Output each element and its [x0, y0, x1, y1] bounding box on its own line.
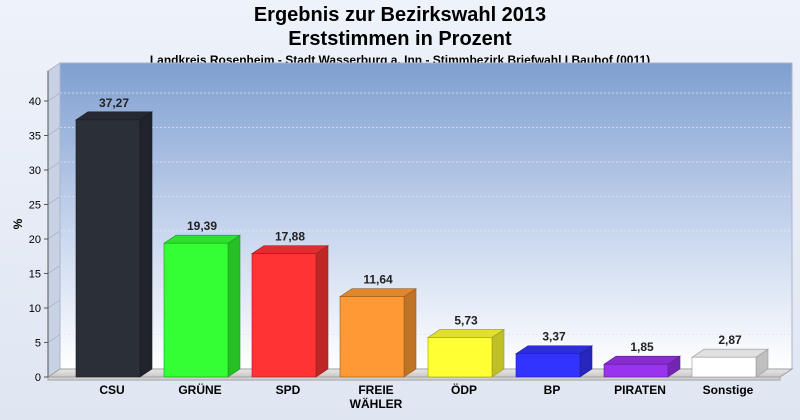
bar-bp: 3,37: [515, 330, 593, 378]
bar: [163, 242, 229, 378]
bar-value-label: 2,87: [718, 333, 742, 347]
gridline-depth: [47, 230, 61, 240]
y-tick-label: 5: [35, 338, 41, 350]
bar-value-label: 3,37: [542, 330, 566, 344]
bar-top: [251, 245, 329, 254]
bar-csu: 37,27: [75, 96, 153, 378]
bar: [691, 356, 757, 378]
x-tick-label: FREIE: [358, 383, 393, 397]
x-tick-label: CSU: [99, 383, 124, 397]
x-tick-label: GRÜNE: [178, 382, 221, 397]
plot-area: [46, 62, 794, 381]
bar-top: [691, 348, 769, 358]
bar: [603, 363, 669, 378]
gridline-depth: [47, 92, 61, 102]
plot-floor-edge: [47, 376, 781, 381]
y-tick-label: 25: [29, 200, 41, 212]
chart-title: Ergebnis zur Bezirkswahl 2013: [253, 4, 547, 26]
y-tick-label: 40: [29, 96, 41, 108]
chart-title-line-2: Erststimmen in Prozent: [288, 28, 512, 50]
y-axis-label: %: [11, 218, 25, 229]
bar-ödp: 5,73: [427, 313, 505, 378]
bar-piraten: 1,85: [603, 340, 681, 378]
y-axis: 0 5 10 15 20 25 30 35 40: [29, 71, 49, 384]
bar-top: [75, 111, 153, 121]
bars: 37,27 19,39 17,88 11,64 5,73 3,37 1,85 2,87: [75, 96, 769, 378]
bar-top: [339, 288, 417, 297]
gridline-depth: [47, 265, 61, 274]
y-tick-label: 15: [29, 269, 41, 281]
y-tick-label: 0: [35, 372, 41, 384]
y-tick-label: 20: [29, 234, 41, 246]
bar: [75, 119, 141, 378]
y-tick-label: 10: [29, 303, 41, 315]
bar-top: [427, 329, 505, 338]
bar: [339, 296, 405, 378]
bar-freie-wähler: 11,64: [339, 273, 417, 378]
gridline-depth: [47, 334, 61, 343]
bar: [251, 253, 317, 378]
bar-side: [403, 288, 417, 378]
x-tick-label: BP: [544, 383, 561, 397]
gridline-depth: [47, 161, 61, 171]
gridline-depth: [47, 127, 61, 136]
bar-side: [227, 234, 241, 378]
bar-side: [139, 111, 153, 378]
y-tick-label: 35: [29, 131, 41, 143]
bar-top: [603, 355, 681, 365]
plot-floor: [46, 368, 794, 378]
bar: [427, 337, 493, 378]
y-tick-label: 30: [29, 165, 41, 177]
bar-value-label: 19,39: [187, 219, 217, 233]
bar-value-label: 37,27: [99, 96, 129, 110]
x-tick-label: WÄHLER: [350, 396, 403, 411]
gridline-depth: [47, 299, 61, 309]
x-tick-label: Sonstige: [703, 383, 754, 397]
plot-left-wall: [47, 62, 61, 378]
bar-value-label: 17,88: [275, 230, 305, 244]
bar-side: [315, 245, 329, 378]
x-tick-label: SPD: [276, 383, 301, 397]
x-tick-label: ÖDP: [451, 382, 477, 397]
bar-sonstige: 2,87: [691, 333, 769, 378]
bar-top: [515, 345, 593, 355]
bar-grüne: 19,39: [163, 219, 241, 378]
bar-value-label: 5,73: [454, 313, 478, 327]
x-tick-label: PIRATEN: [614, 383, 666, 397]
bar-value-label: 1,85: [630, 340, 654, 354]
bar-top: [163, 234, 241, 244]
gridline-depth: [47, 196, 61, 205]
bar: [515, 353, 581, 378]
bar-value-label: 11,64: [363, 273, 393, 287]
bar-spd: 17,88: [251, 230, 329, 378]
